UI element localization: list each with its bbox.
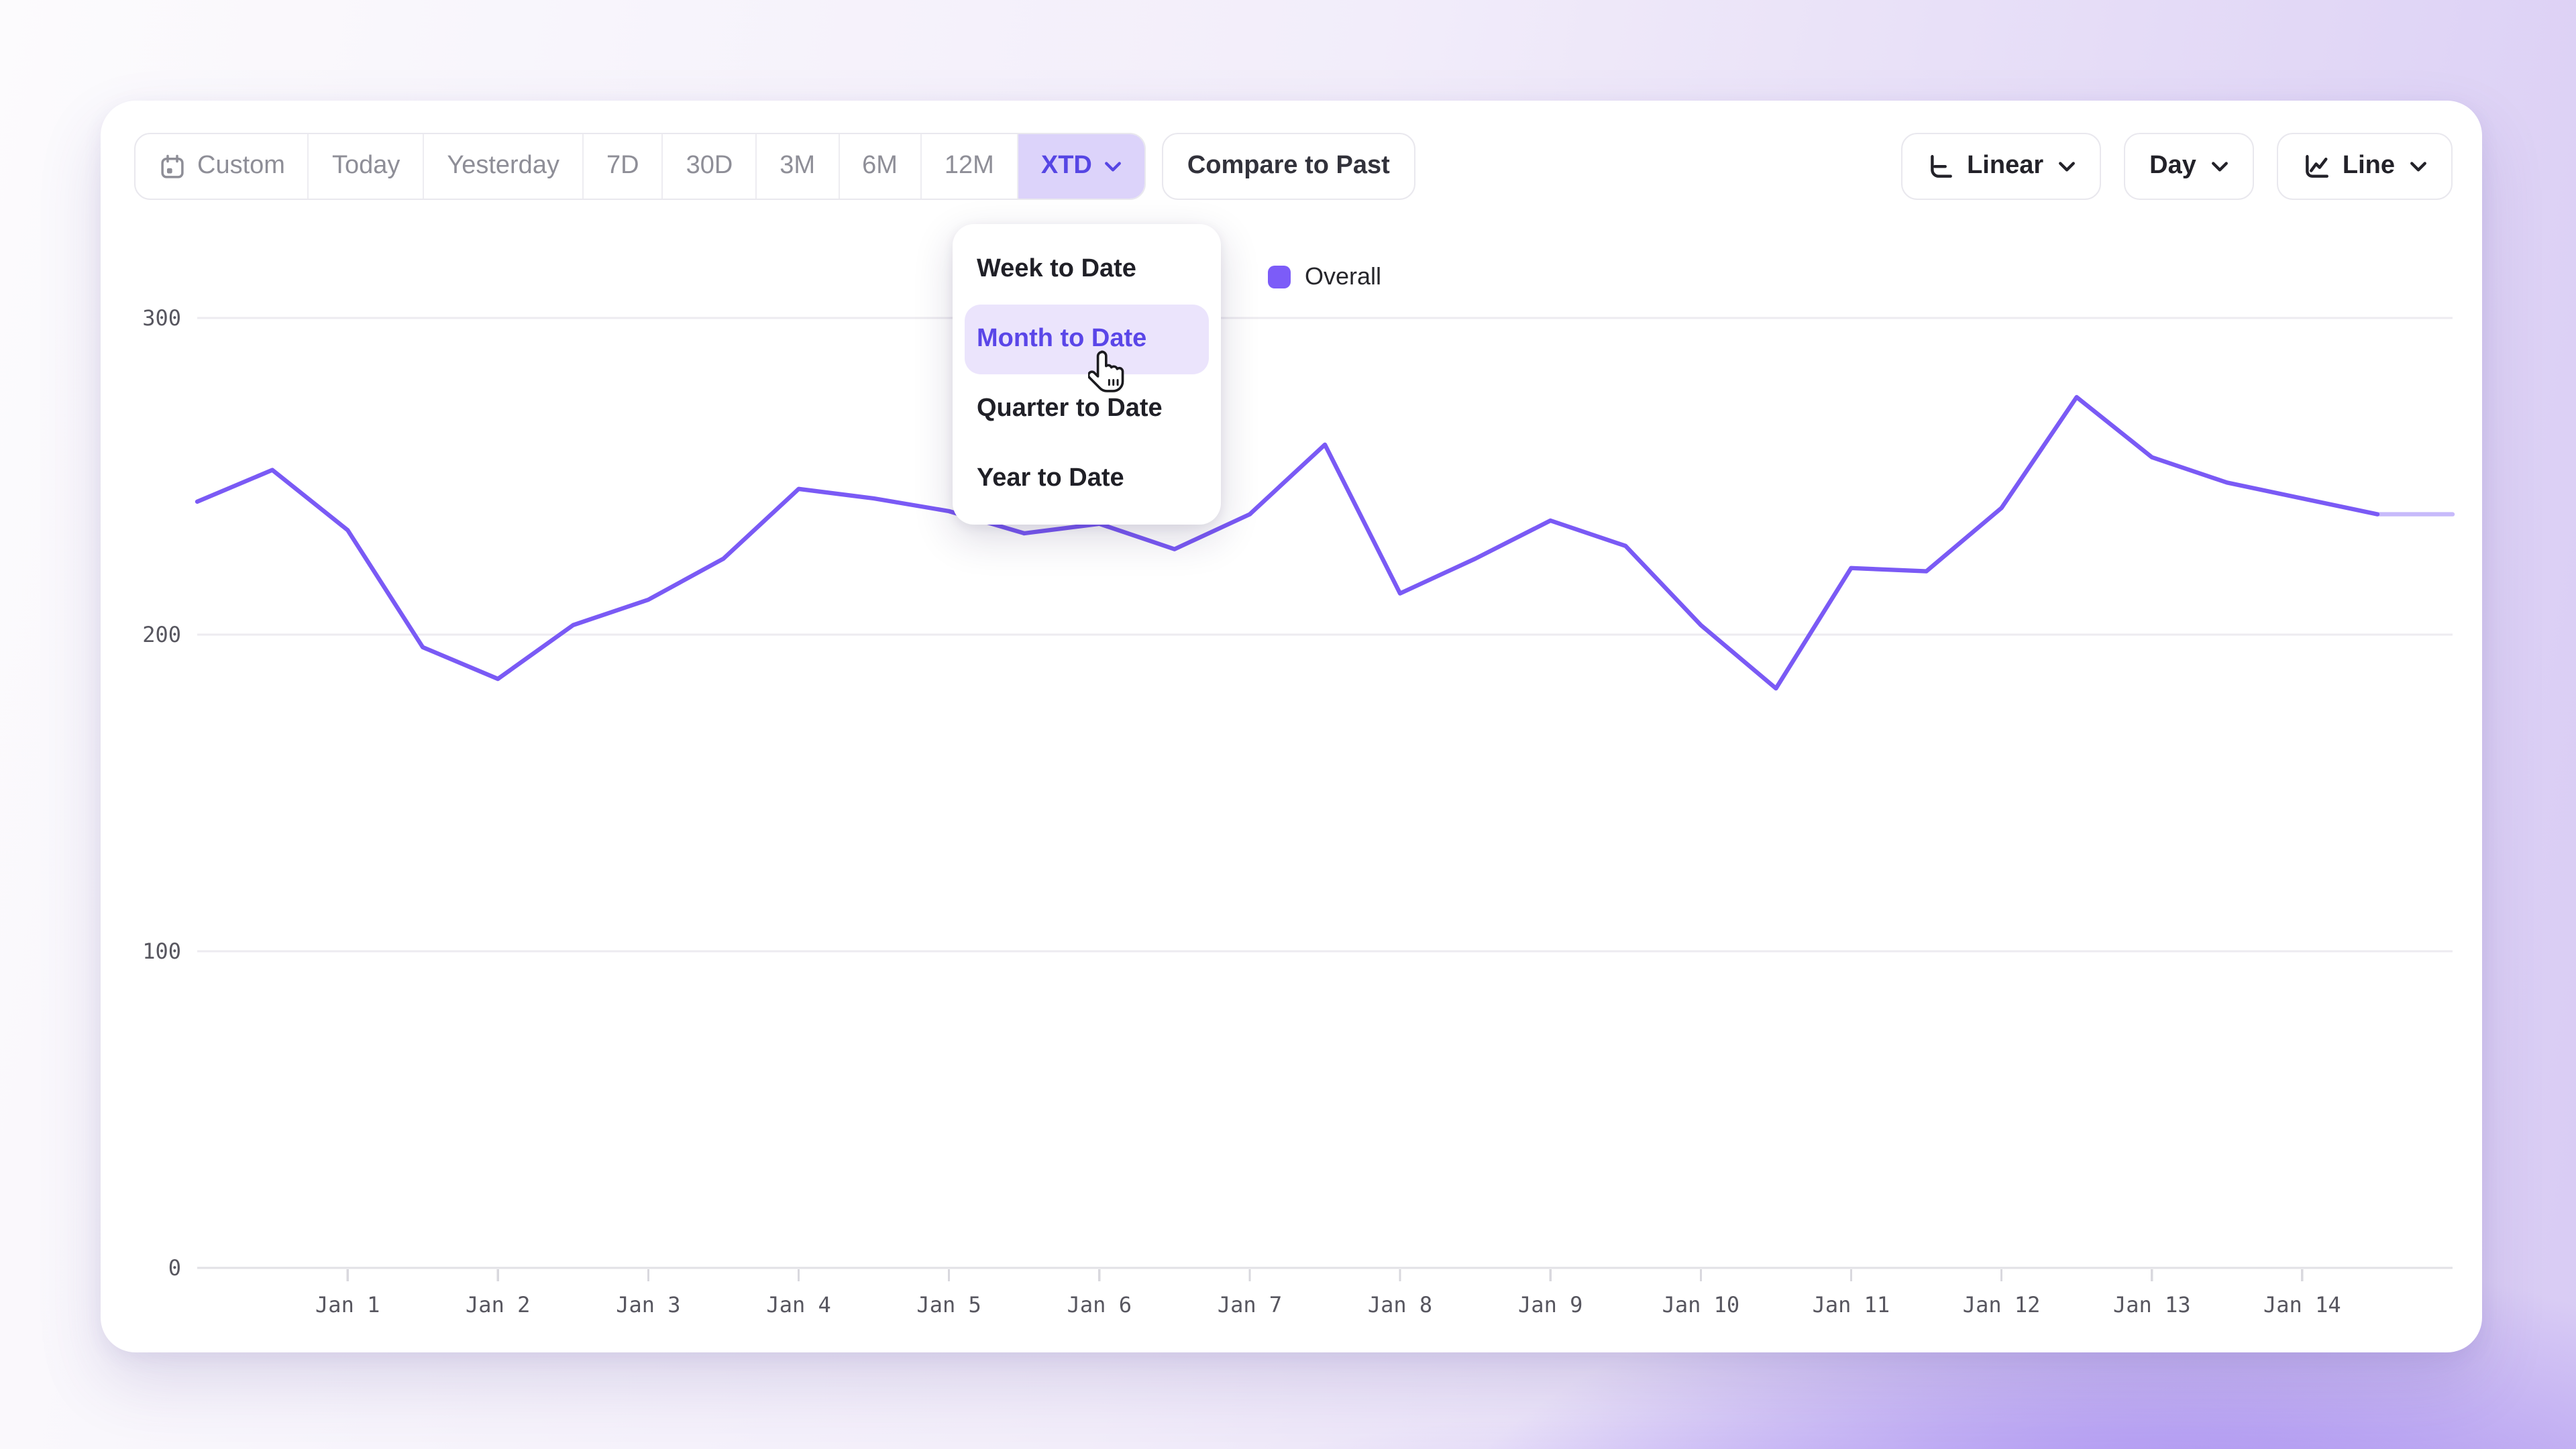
range-button-30d[interactable]: 30D: [663, 134, 757, 199]
range-button-label: Custom: [197, 152, 285, 180]
chart-controls-group: Linear Day: [1901, 133, 2453, 200]
x-tick-label: Jan 12: [1963, 1292, 2041, 1318]
series-line-overall: [195, 394, 2380, 691]
x-tick-label: Jan 11: [1813, 1292, 1890, 1318]
scale-select-button[interactable]: Linear: [1901, 133, 2102, 200]
range-button-xtd[interactable]: XTD: [1018, 134, 1144, 199]
compare-to-past-button[interactable]: Compare to Past: [1161, 133, 1415, 200]
y-tick-label: 300: [142, 305, 181, 331]
line-chart: 0 100 200 300 Jan 1 Jan 2 Jan 3 Jan 4 Jan 5 Jan 6…: [142, 305, 2455, 1318]
x-tick-label: Jan 14: [2263, 1292, 2341, 1318]
granularity-select-button[interactable]: Day: [2124, 133, 2254, 200]
toolbar: Custom Today Yesterday 7D 30D 3M 6M 12M …: [134, 133, 2453, 200]
chart-legend: Overall: [197, 263, 2453, 291]
range-button-7d[interactable]: 7D: [584, 134, 663, 199]
x-tick-label: Jan 2: [466, 1292, 530, 1318]
y-tick-label: 100: [142, 938, 181, 964]
y-tick-label: 0: [168, 1255, 181, 1281]
chevron-down-icon: [2211, 160, 2229, 172]
range-button-6m[interactable]: 6M: [839, 134, 922, 199]
x-tick-label: Jan 5: [916, 1292, 981, 1318]
legend-swatch: [1268, 266, 1291, 288]
x-tick-label: Jan 3: [616, 1292, 680, 1318]
chart-type-select-button[interactable]: Line: [2276, 133, 2453, 200]
x-tick-label: Jan 10: [1662, 1292, 1740, 1318]
x-tick-label: Jan 6: [1067, 1292, 1132, 1318]
x-tick-label: Jan 13: [2113, 1292, 2191, 1318]
menu-item-week-to-date[interactable]: Week to Date: [977, 255, 1136, 283]
x-tick-label: Jan 7: [1218, 1292, 1282, 1318]
range-button-today[interactable]: Today: [309, 134, 425, 199]
range-button-yesterday[interactable]: Yesterday: [424, 134, 584, 199]
range-button-12m[interactable]: 12M: [922, 134, 1018, 199]
x-tick-label: Jan 9: [1518, 1292, 1582, 1318]
range-button-3m[interactable]: 3M: [757, 134, 840, 199]
chevron-down-icon: [2058, 160, 2076, 172]
x-tick-label: Jan 4: [766, 1292, 830, 1318]
menu-item-year-to-date[interactable]: Year to Date: [977, 464, 1124, 492]
axis-scale-icon: [1927, 152, 1955, 180]
menu-item-month-to-date[interactable]: Month to Date: [965, 305, 1209, 374]
chevron-down-icon: [1104, 160, 1122, 172]
chevron-down-icon: [2410, 160, 2427, 172]
menu-item-quarter-to-date[interactable]: Quarter to Date: [977, 394, 1163, 423]
legend-label: Overall: [1304, 263, 1381, 290]
line-chart-icon: [2302, 152, 2330, 180]
legend-item-overall[interactable]: Overall: [1268, 263, 1381, 291]
x-tick-label: Jan 8: [1368, 1292, 1432, 1318]
calendar-icon: [158, 152, 186, 180]
date-preset-menu: Week to Date Month to Date Quarter to Da…: [953, 224, 1221, 525]
analytics-card: Custom Today Yesterday 7D 30D 3M 6M 12M …: [101, 101, 2482, 1352]
y-tick-label: 200: [142, 622, 181, 647]
range-button-custom[interactable]: Custom: [136, 134, 309, 199]
x-tick-label: Jan 1: [315, 1292, 380, 1318]
date-range-group: Custom Today Yesterday 7D 30D 3M 6M 12M …: [134, 133, 1146, 200]
